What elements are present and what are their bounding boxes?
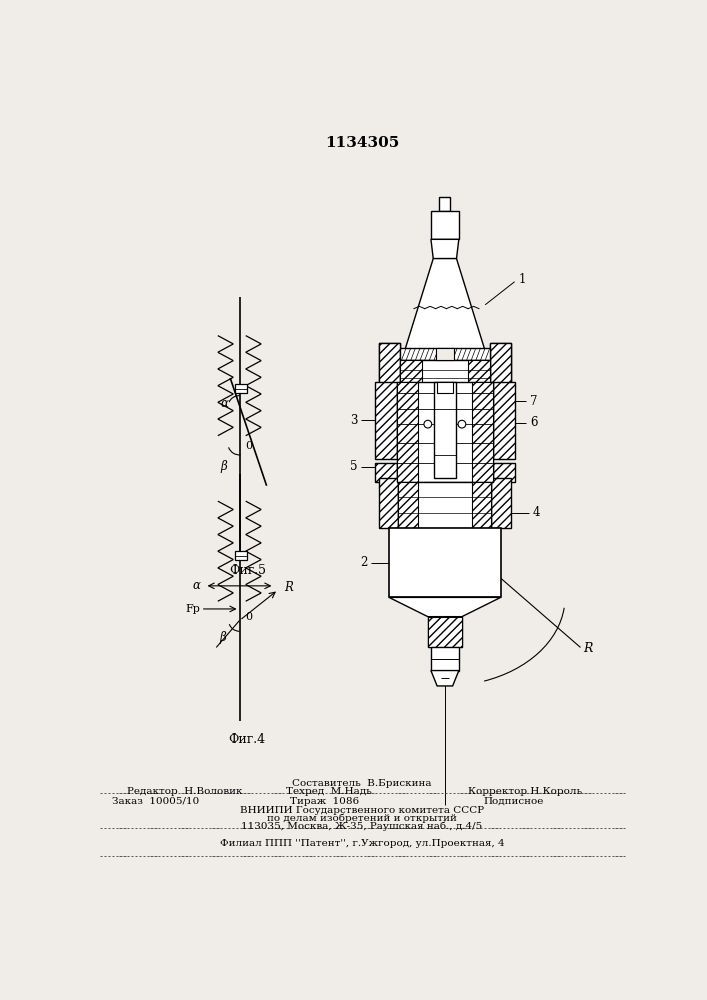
Bar	[493, 382, 515, 459]
Text: 113035, Москва, Ж-35, Раушская наб., д.4/5: 113035, Москва, Ж-35, Раушская наб., д.4…	[241, 821, 483, 831]
Text: α: α	[193, 579, 201, 592]
Text: +: +	[459, 554, 474, 572]
Bar	[493, 463, 515, 482]
Text: Фиг.5: Фиг.5	[229, 564, 266, 577]
Text: 0: 0	[246, 612, 253, 622]
Polygon shape	[472, 482, 491, 528]
Text: 2: 2	[360, 556, 368, 569]
Text: Техред  М.Надь: Техред М.Надь	[286, 787, 372, 796]
Polygon shape	[404, 259, 485, 351]
Polygon shape	[400, 360, 421, 386]
Polygon shape	[431, 239, 459, 259]
Text: R: R	[284, 581, 293, 594]
Text: Тираж  1086: Тираж 1086	[290, 797, 359, 806]
Polygon shape	[428, 617, 462, 647]
Text: 5: 5	[350, 460, 357, 473]
Polygon shape	[472, 382, 493, 482]
Text: β: β	[221, 460, 228, 473]
Text: 6: 6	[530, 416, 537, 429]
Bar	[379, 343, 400, 386]
Bar	[379, 478, 398, 528]
Circle shape	[458, 420, 466, 428]
Text: Подписное: Подписное	[484, 797, 544, 806]
Polygon shape	[431, 671, 459, 686]
Text: Фиг.4: Фиг.4	[228, 733, 266, 746]
Circle shape	[424, 420, 432, 428]
Text: Заказ  10005/10: Заказ 10005/10	[112, 797, 199, 806]
Text: β: β	[219, 631, 226, 644]
Text: α: α	[220, 397, 228, 410]
Bar	[490, 343, 510, 386]
Text: Составитель  В.Брискина: Составитель В.Брискина	[292, 779, 432, 788]
Text: Филиал ППП ''Патент'', г.Ужгород, ул.Проектная, 4: Филиал ППП ''Патент'', г.Ужгород, ул.Про…	[220, 839, 504, 848]
Text: +: +	[416, 554, 431, 572]
Bar	[398, 482, 491, 528]
Text: 7: 7	[530, 395, 537, 408]
Bar	[491, 478, 510, 528]
Text: 3: 3	[350, 414, 357, 427]
Bar	[431, 211, 459, 239]
Text: 1: 1	[518, 273, 526, 286]
Polygon shape	[490, 343, 510, 386]
Polygon shape	[397, 382, 418, 482]
Polygon shape	[468, 360, 490, 386]
Polygon shape	[379, 343, 400, 386]
Bar	[235, 384, 247, 393]
Bar	[431, 647, 459, 671]
Text: 0: 0	[246, 441, 253, 451]
Text: Корректор Н.Король: Корректор Н.Король	[468, 787, 583, 796]
Polygon shape	[398, 482, 418, 528]
Bar	[434, 382, 456, 478]
Text: R: R	[583, 642, 592, 655]
Polygon shape	[389, 597, 501, 617]
Bar	[440, 197, 450, 211]
Bar	[235, 551, 247, 560]
Text: 1134305: 1134305	[325, 136, 399, 150]
Bar	[400, 348, 490, 360]
Bar	[436, 348, 454, 360]
Bar	[375, 463, 397, 482]
Text: ВНИИПИ Государственного комитета СССР: ВНИИПИ Государственного комитета СССР	[240, 806, 484, 815]
Bar	[389, 528, 501, 597]
Bar	[400, 360, 490, 386]
Bar	[428, 617, 462, 647]
Text: 4: 4	[532, 506, 540, 519]
Bar	[375, 382, 397, 459]
Bar	[437, 382, 452, 393]
Bar	[397, 382, 493, 482]
Text: Fp: Fp	[185, 604, 201, 614]
Text: по делам изобретений и открытий: по делам изобретений и открытий	[267, 814, 457, 823]
Text: Редактор  Н.Воловик: Редактор Н.Воловик	[127, 787, 243, 796]
